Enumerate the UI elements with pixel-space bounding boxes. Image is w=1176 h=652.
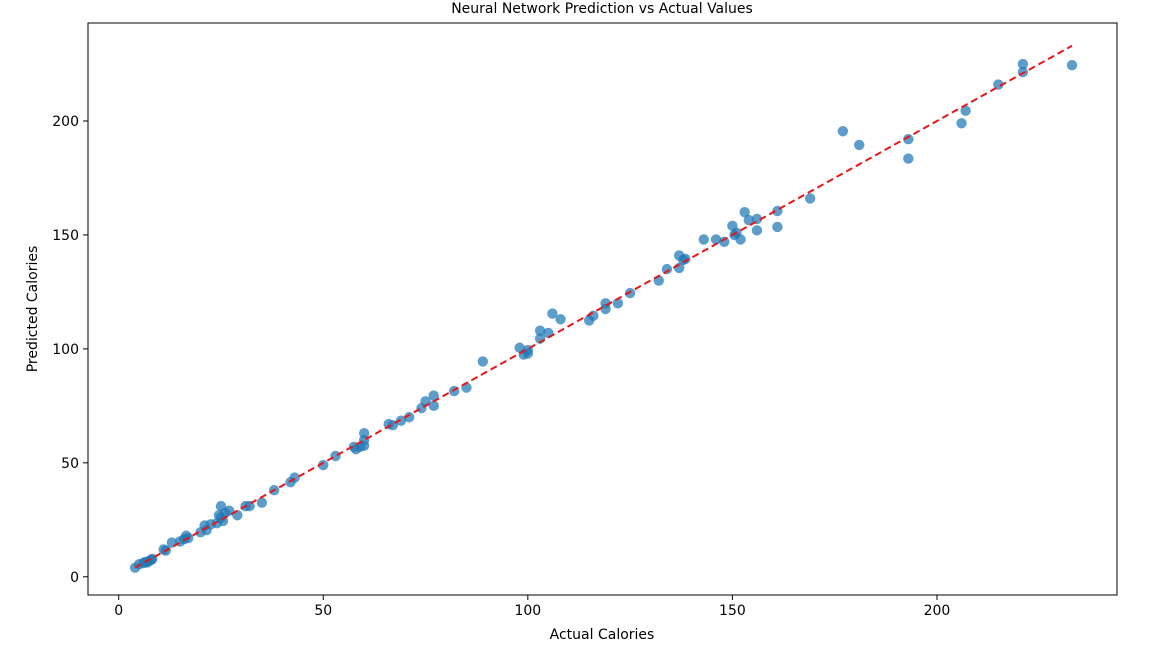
x-tick-label: 100 — [514, 603, 541, 619]
data-point — [739, 206, 750, 218]
data-point — [318, 459, 329, 471]
y-tick-label: 200 — [52, 114, 79, 130]
y-axis: 0 50 100 150 200 — [52, 114, 88, 586]
data-point — [358, 440, 370, 451]
data-point — [735, 234, 746, 245]
data-point — [698, 234, 709, 245]
data-point — [680, 253, 691, 265]
data-point — [428, 390, 439, 401]
data-point — [661, 263, 673, 275]
data-point — [588, 310, 599, 322]
y-tick-label: 0 — [70, 570, 79, 586]
points-layer — [129, 58, 1078, 573]
x-axis-label: Actual Calories — [550, 627, 655, 643]
x-tick-label: 200 — [924, 603, 951, 619]
data-point — [477, 356, 489, 367]
data-point — [1017, 58, 1029, 70]
data-point — [854, 139, 865, 151]
ideal-prediction-line — [134, 44, 1073, 569]
data-point — [772, 221, 783, 233]
x-axis: 0 50 100 150 200 — [114, 595, 950, 619]
data-point — [956, 118, 967, 129]
data-point — [903, 134, 914, 145]
x-tick-label: 0 — [114, 603, 123, 619]
data-point — [751, 225, 763, 236]
data-point — [256, 497, 268, 508]
data-point — [403, 412, 415, 423]
data-point — [600, 298, 611, 309]
x-tick-label: 50 — [314, 603, 332, 619]
data-point — [837, 126, 849, 137]
data-point — [1066, 59, 1078, 71]
data-point — [719, 236, 730, 247]
data-point — [743, 214, 754, 226]
x-tick-label: 150 — [719, 603, 746, 619]
data-point — [612, 298, 624, 309]
data-point — [710, 234, 722, 245]
y-tick-label: 100 — [52, 342, 79, 358]
data-point — [960, 105, 971, 116]
data-point — [534, 325, 546, 336]
y-tick-label: 150 — [52, 228, 79, 244]
data-point — [547, 308, 558, 319]
data-point — [903, 153, 914, 164]
plot-area-frame — [87, 22, 1118, 596]
data-point — [804, 193, 816, 204]
chart-title: Neural Network Prediction vs Actual Valu… — [451, 1, 753, 17]
data-point — [428, 400, 439, 412]
y-axis-label: Predicted Calories — [25, 246, 41, 373]
y-tick-label: 50 — [61, 456, 79, 472]
data-point — [330, 450, 341, 462]
data-point — [555, 314, 566, 325]
